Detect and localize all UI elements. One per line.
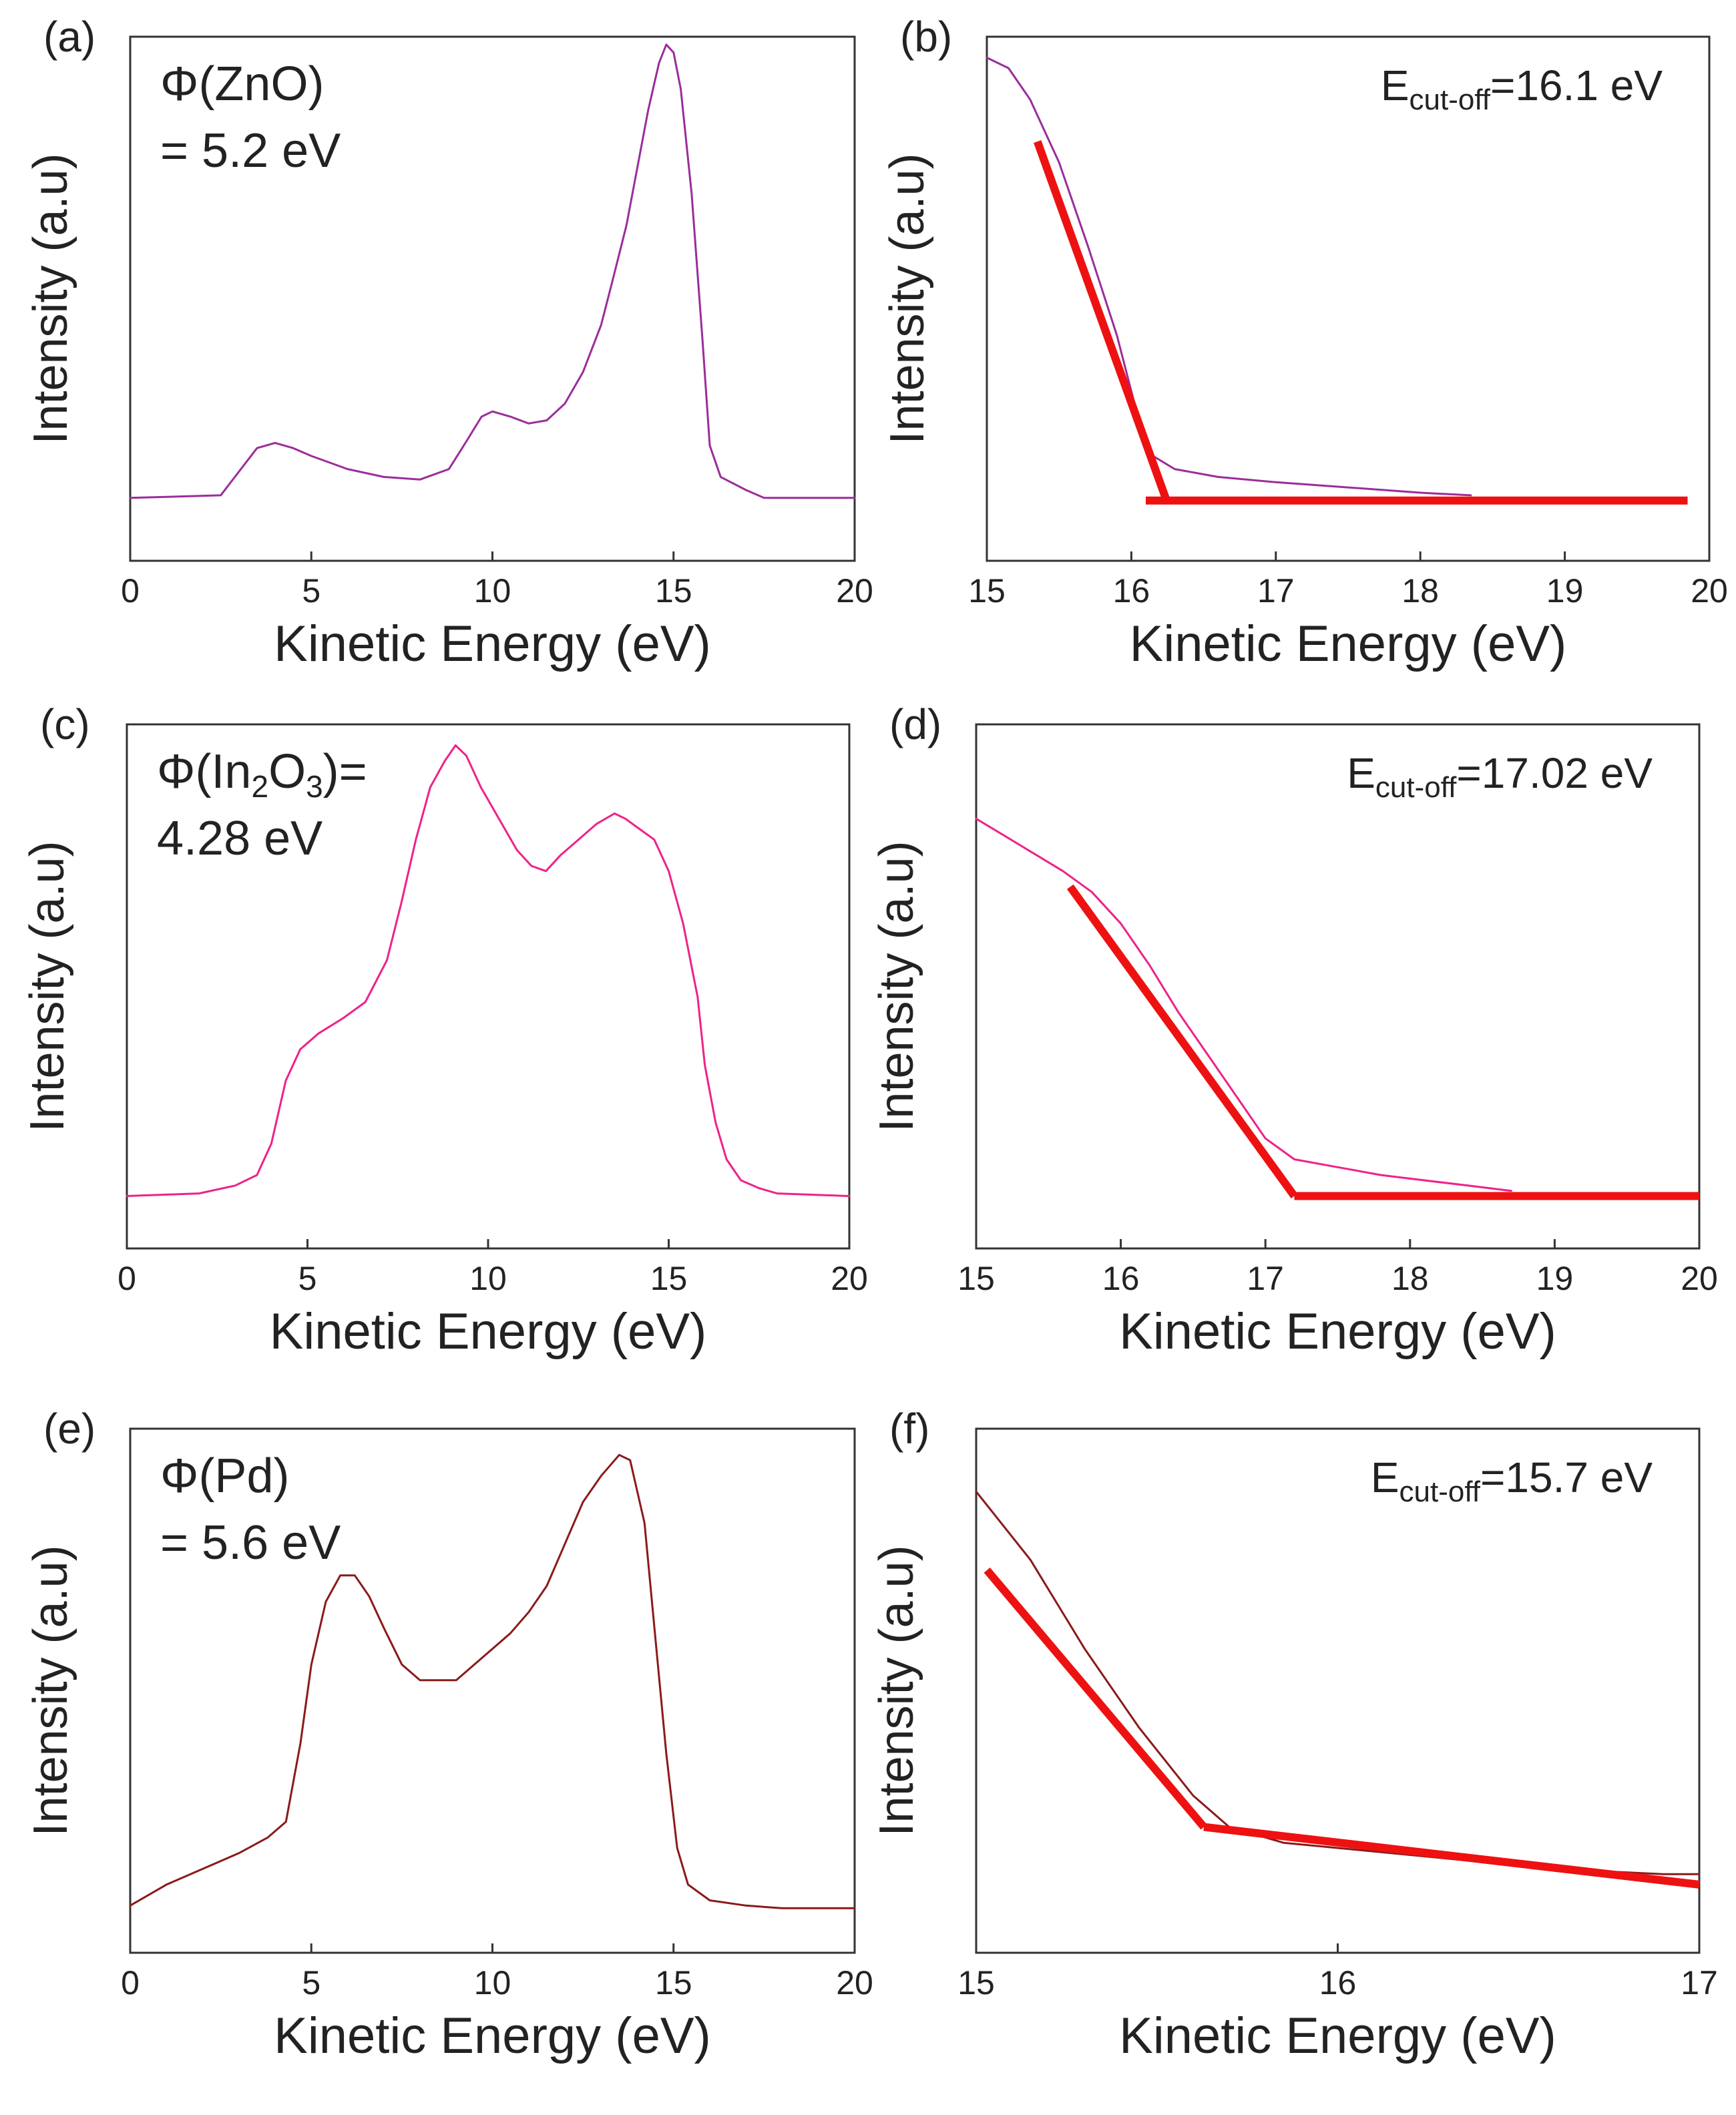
x-tick-label: 19 [1546,572,1584,610]
panel-label: (c) [40,700,90,748]
y-axis-label: Intensity (a.u) [881,153,934,444]
x-tick-label: 15 [957,1260,995,1297]
x-tick-label: 15 [968,572,1006,610]
x-tick-label: 17 [1247,1260,1284,1297]
x-tick-label: 5 [302,572,320,610]
x-axis-label: Kinetic Energy (eV) [274,616,711,672]
x-tick-label: 16 [1102,1260,1140,1297]
x-tick-label: 10 [474,572,511,610]
y-axis-label: Intensity (a.u) [870,841,923,1132]
x-tick-label: 15 [650,1260,688,1297]
y-axis-label: Intensity (a.u) [21,841,74,1132]
panel-label: (b) [900,13,952,61]
x-tick-label: 0 [121,572,140,610]
axes-frame [126,723,851,1250]
x-tick-label: 17 [1681,1964,1718,2002]
x-tick-label: 5 [302,1964,320,2002]
panel-label: (e) [43,1405,95,1453]
x-tick-label: 20 [836,1964,873,2002]
x-tick-label: 10 [469,1260,507,1297]
x-tick-label: 20 [1691,572,1728,610]
panel-b: 15 16 17 18 19 20 Kinetic Energy (eV) Intensity… [881,13,1728,672]
x-tick-label: 18 [1401,572,1439,610]
work-function-annotation: Φ(Pd) [160,1449,289,1503]
cutoff-annotation: Ecut-off=15.7 eV [1371,1453,1653,1508]
panel-label: (f) [889,1405,929,1453]
axes-frame [986,35,1711,562]
x-tick-label: 5 [298,1260,317,1297]
panel-f: 15 16 17 Kinetic Energy (eV) Intensity (a.u)… [870,1405,1718,2064]
work-function-value: = 5.6 eV [160,1516,341,1570]
axes-frame [129,1427,856,1954]
x-tick-label: 18 [1391,1260,1429,1297]
work-function-value: 4.28 eV [157,812,322,865]
axes-frame [129,35,856,562]
x-tick-label: 15 [957,1964,995,2002]
cutoff-annotation: Ecut-off=17.02 eV [1347,749,1653,804]
work-function-annotation: Φ(In2O3)= [157,745,367,804]
y-axis-label: Intensity (a.u) [870,1545,923,1836]
fit-line [984,1568,1207,1830]
x-tick-label: 10 [474,1964,511,2002]
x-tick-label: 15 [655,1964,692,2002]
work-function-annotation: Φ(ZnO) [160,57,324,111]
x-tick-label: 19 [1536,1260,1574,1297]
panel-a: 0 5 10 15 20 Kinetic Energy (eV) Intensity (a.… [24,13,873,672]
x-tick-label: 17 [1257,572,1295,610]
y-axis-label: Intensity (a.u) [24,1545,77,1836]
x-tick-label: 20 [831,1260,868,1297]
cutoff-annotation: Ecut-off=16.1 eV [1381,61,1663,116]
y-axis-label: Intensity (a.u) [24,153,77,444]
x-tick-label: 0 [121,1964,140,2002]
x-tick-label: 20 [1681,1260,1718,1297]
fit-line [1066,884,1298,1199]
panel-d: 15 16 17 18 19 20 Kinetic Energy (eV) Intensity… [870,700,1718,1360]
x-tick-label: 20 [836,572,873,610]
panel-e: 0 5 10 15 20 Kinetic Energy (eV) Intensity (a.… [24,1405,873,2064]
spectrum-line [986,56,1472,497]
x-axis-label: Kinetic Energy (eV) [270,1303,707,1360]
work-function-value: = 5.2 eV [160,124,341,178]
axes-frame [975,723,1701,1250]
fit-line [1203,1823,1700,1889]
x-axis-label: Kinetic Energy (eV) [1130,616,1567,672]
fit-line [1034,140,1172,505]
panel-label: (a) [43,13,95,61]
x-tick-label: 15 [655,572,692,610]
x-tick-label: 0 [118,1260,136,1297]
panel-c: 0 5 10 15 20 Kinetic Energy (eV) Intensity (a.… [21,700,868,1360]
x-tick-label: 16 [1113,572,1150,610]
spectrum-line [129,1453,856,1909]
x-axis-label: Kinetic Energy (eV) [274,2008,711,2064]
spectrum-line [129,43,856,499]
spectrum-line [975,817,1512,1192]
spectrum-line [126,744,851,1197]
x-axis-label: Kinetic Energy (eV) [1119,1303,1556,1360]
panel-label: (d) [889,700,941,748]
x-axis-label: Kinetic Energy (eV) [1119,2008,1556,2064]
x-tick-label: 16 [1319,1964,1357,2002]
